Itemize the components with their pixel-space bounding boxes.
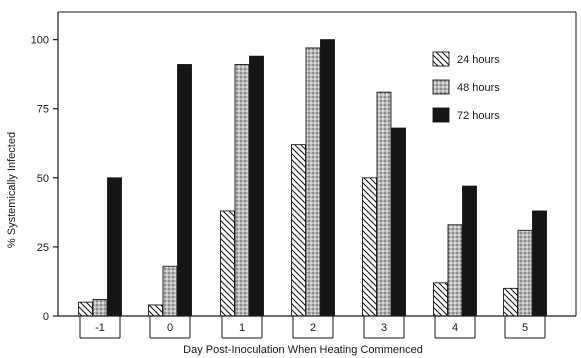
bar-72-hours-day-0 <box>177 64 192 317</box>
bar-24-hours-day-5 <box>503 287 518 317</box>
y-tick-label: 50 <box>37 173 49 185</box>
bars-group <box>78 39 547 317</box>
legend-swatch <box>432 51 450 67</box>
bar-48-hours-day-5 <box>517 229 533 317</box>
x-tick-label: 4 <box>452 322 458 334</box>
bar-72-hours-day-2 <box>320 39 335 317</box>
bar-24-hours-day-0 <box>148 304 163 317</box>
bar-24-hours-day-1 <box>220 210 235 317</box>
x-tick-label: -1 <box>95 322 105 334</box>
x-tick-label: 3 <box>381 322 387 334</box>
bar-24-hours-day-4 <box>433 282 448 317</box>
x-tick-label: 0 <box>167 322 173 334</box>
legend: 24 hours 48 hours 72 hours <box>432 51 500 123</box>
bar-24-hours-day--1 <box>78 301 93 317</box>
legend-label: 48 hours <box>457 82 500 94</box>
bar-72-hours-day-1 <box>249 55 264 317</box>
y-tick-label: 75 <box>37 104 49 116</box>
y-tick-label: 0 <box>43 311 49 323</box>
bar-48-hours-day-4 <box>447 224 463 317</box>
bar-48-hours-day-0 <box>162 265 178 317</box>
bar-48-hours-day--1 <box>92 298 108 317</box>
x-tick-label: 5 <box>522 322 528 334</box>
bar-48-hours-day-2 <box>305 47 321 317</box>
x-axis-label: Day Post-Inoculation When Heating Commen… <box>183 344 423 356</box>
x-tick-label: 2 <box>310 322 316 334</box>
x-tick-label: 1 <box>239 322 245 334</box>
bar-72-hours-day--1 <box>107 177 122 317</box>
bar-72-hours-day-5 <box>532 210 547 317</box>
legend-label: 72 hours <box>457 110 500 122</box>
legend-label: 24 hours <box>457 54 500 66</box>
bar-48-hours-day-1 <box>234 64 250 317</box>
y-tick-label: 25 <box>37 242 49 254</box>
axes-group: 0 25 50 75 100 -1 0 1 2 3 4 5 <box>31 11 577 339</box>
bar-72-hours-day-3 <box>391 127 406 317</box>
y-tick-label: 100 <box>31 35 49 47</box>
legend-swatch <box>432 107 450 123</box>
legend-swatch <box>432 79 450 95</box>
bar-72-hours-day-4 <box>462 185 477 317</box>
bar-24-hours-day-2 <box>291 144 306 317</box>
y-axis-label: % Systemically Infected <box>6 132 18 248</box>
bar-24-hours-day-3 <box>362 177 377 317</box>
bar-48-hours-day-3 <box>376 91 392 317</box>
